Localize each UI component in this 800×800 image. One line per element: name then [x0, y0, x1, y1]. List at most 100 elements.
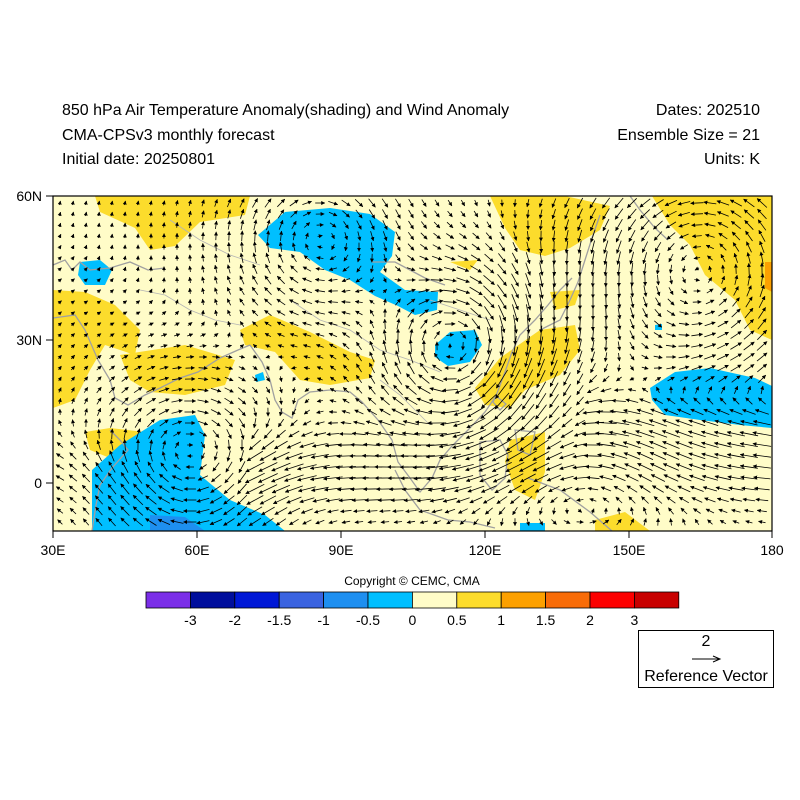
wind-vector	[161, 211, 166, 217]
wind-vector	[227, 220, 232, 230]
wind-vector	[199, 344, 207, 349]
wind-vector	[499, 336, 504, 356]
wind-vector	[484, 359, 494, 377]
colorbar-tick-label: 1	[497, 612, 505, 628]
wind-vector	[601, 197, 611, 209]
wind-vector	[615, 218, 623, 232]
wind-vector	[629, 262, 634, 276]
wind-vector	[289, 321, 299, 327]
wind-vector	[96, 344, 102, 349]
wind-vector	[577, 262, 582, 277]
wind-vector	[602, 229, 609, 243]
wind-vector	[214, 276, 218, 284]
wind-vector	[408, 350, 414, 364]
wind-vector	[395, 231, 401, 241]
wind-vector	[590, 229, 596, 243]
wind-vector	[212, 355, 220, 359]
wind-vector	[731, 231, 741, 241]
wind-vector	[758, 307, 766, 319]
wind-vector	[301, 310, 312, 315]
wind-vector	[616, 251, 621, 265]
wind-vector	[629, 240, 635, 254]
wind-vector	[641, 342, 649, 350]
wind-vector	[289, 288, 299, 294]
wind-vector	[421, 199, 427, 207]
wind-vector	[382, 350, 388, 364]
wind-vector	[628, 230, 636, 243]
wind-vector	[669, 275, 674, 285]
wind-vector	[201, 221, 205, 229]
wind-vector	[719, 287, 727, 295]
wind-vector	[409, 328, 414, 342]
wind-vector	[198, 366, 208, 371]
wind-vector	[239, 286, 245, 296]
wind-vector	[526, 231, 531, 242]
wind-vector	[431, 310, 443, 316]
colorbar-tick-label: -1	[317, 612, 330, 628]
wind-vector	[717, 222, 729, 228]
wind-vector	[510, 357, 520, 379]
wind-vector	[590, 328, 595, 342]
wind-vector	[70, 333, 75, 338]
wind-vector	[679, 244, 688, 250]
wind-vector	[251, 286, 259, 296]
wind-vector	[70, 211, 75, 217]
wind-vector	[96, 333, 102, 338]
wind-vector	[703, 343, 717, 349]
wind-vector	[603, 262, 608, 277]
wind-vector	[524, 335, 530, 357]
wind-vector	[707, 277, 713, 283]
wind-vector	[564, 327, 569, 344]
wind-vector	[486, 337, 491, 355]
colorbar-swatch	[411, 591, 458, 609]
wind-vector	[395, 220, 401, 230]
wind-vector	[252, 275, 258, 285]
wind-vector	[538, 209, 543, 219]
wind-vector	[355, 289, 363, 293]
wind-vector	[355, 277, 363, 283]
wind-vector	[382, 289, 387, 294]
reference-arrow-icon	[692, 655, 722, 663]
wind-vector	[677, 201, 691, 206]
wind-vector	[550, 337, 557, 355]
wind-vector	[407, 243, 415, 251]
wind-vector	[590, 240, 595, 254]
wind-vector	[443, 278, 457, 283]
wind-vector	[382, 298, 387, 306]
wind-vector	[226, 332, 231, 338]
wind-vector	[279, 230, 284, 241]
wind-vector	[355, 209, 363, 219]
wind-vector	[57, 354, 62, 360]
wind-vector	[277, 264, 285, 274]
wind-vector	[369, 299, 375, 305]
wind-vector	[211, 366, 221, 371]
wind-vector	[57, 300, 62, 305]
wind-vector	[678, 333, 690, 338]
wind-vector	[135, 333, 141, 338]
wind-vector	[188, 254, 193, 262]
wind-vector	[538, 220, 543, 231]
wind-vector	[109, 244, 114, 250]
wind-vector	[758, 229, 766, 242]
wind-vector	[456, 299, 470, 306]
wind-vector	[641, 241, 649, 253]
wind-vector	[135, 322, 141, 327]
wind-vector	[383, 253, 388, 263]
wind-vector	[57, 256, 62, 261]
wind-vector	[212, 344, 220, 349]
colorbar-swatch	[545, 591, 591, 609]
wind-vector	[70, 300, 75, 305]
wind-vector	[457, 364, 469, 372]
wind-vector	[122, 333, 128, 338]
colorbar-tick-label: 0	[409, 612, 417, 628]
wind-vector	[96, 322, 102, 327]
wind-vector	[302, 200, 312, 205]
lat-label-60n: 60N	[16, 188, 42, 204]
wind-vector	[639, 209, 651, 219]
wind-vector	[744, 220, 754, 230]
wind-vector	[70, 200, 75, 206]
wind-vector	[382, 220, 388, 231]
wind-vector	[302, 211, 312, 217]
wind-vector	[57, 311, 62, 316]
wind-vector	[756, 341, 768, 351]
